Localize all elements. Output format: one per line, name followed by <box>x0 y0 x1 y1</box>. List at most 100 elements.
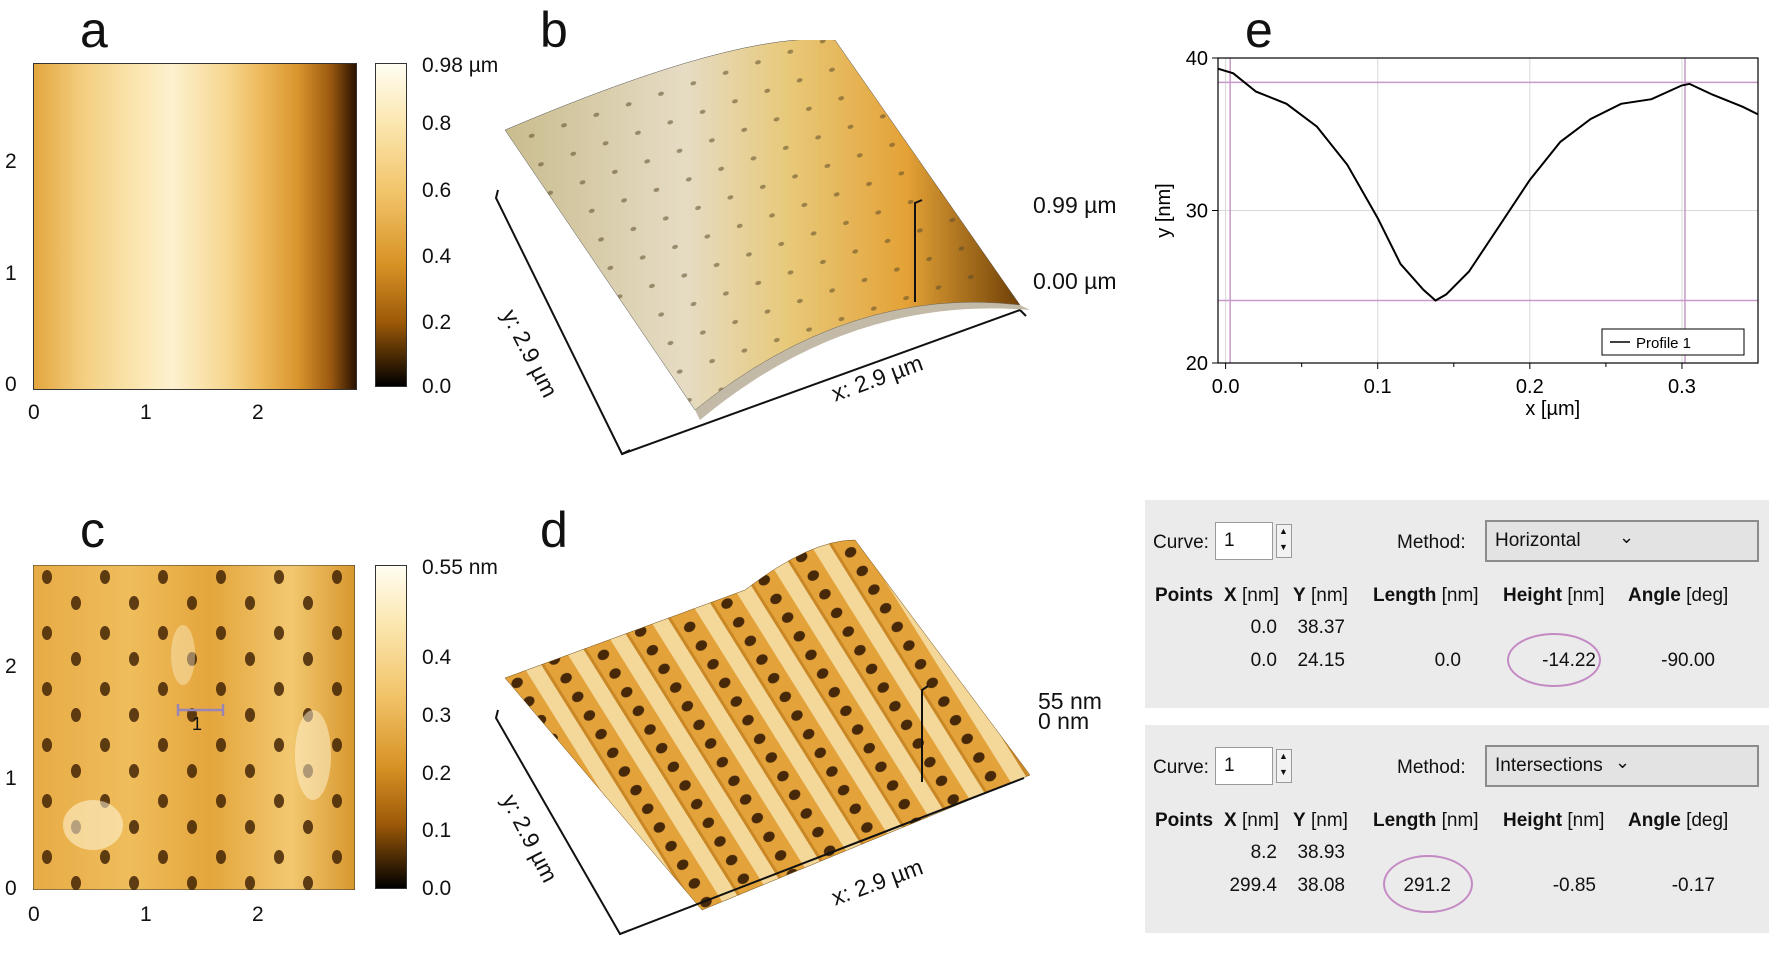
y-tick: 1 <box>5 262 17 285</box>
colorbar-tick: 0.0 <box>422 877 452 900</box>
col-header-height: Height [nm] <box>1503 585 1605 606</box>
cell-y: 38.93 <box>1297 842 1345 863</box>
method-select[interactable]: Intersections ⌄ <box>1485 745 1759 787</box>
col-header-x: X [nm] <box>1224 810 1279 831</box>
surface-3d-d <box>494 539 1031 936</box>
col-header-y: Y [nm] <box>1293 810 1348 831</box>
surface-3d-b <box>494 40 1030 456</box>
colorbar-tick: 0.6 <box>422 179 452 202</box>
curve-value: 1 <box>1224 530 1235 551</box>
panel-label-a: a <box>80 2 108 58</box>
y-tick: 0 <box>5 373 17 396</box>
profile-marker-label: 1 <box>192 714 203 734</box>
x-tick-label: 0.1 <box>1364 376 1392 398</box>
colorbar-tick: 0.4 <box>422 646 452 669</box>
method-label: Method: <box>1397 532 1466 553</box>
highlight-ring <box>1383 855 1473 913</box>
highlight-ring <box>1507 633 1601 687</box>
height-map-c <box>33 565 355 890</box>
col-header-angle: Angle [deg] <box>1628 810 1729 831</box>
cell-x: 0.0 <box>1250 617 1277 638</box>
cell-angle: -90.00 <box>1661 650 1715 671</box>
colorbar-a <box>375 63 407 387</box>
curve-spinner[interactable]: 1 <box>1215 747 1273 785</box>
y-tick: 2 <box>5 150 17 173</box>
colorbar-tick: 0.1 <box>422 819 452 842</box>
chevron-up-icon[interactable]: ▲ <box>1279 751 1288 761</box>
chevron-down-icon[interactable]: ▼ <box>1279 542 1288 552</box>
colorbar-tick: 0.2 <box>422 762 452 785</box>
col-header-x: X [nm] <box>1224 585 1279 606</box>
x-tick: 2 <box>252 903 264 926</box>
cell-length: 0.0 <box>1434 650 1461 671</box>
method-value: Intersections <box>1495 755 1603 776</box>
legend: Profile 1 <box>1601 328 1745 356</box>
colorbar-tick: 0.3 <box>422 704 452 727</box>
x-ticks: 0.0 0.1 0.2 0.3 <box>1212 363 1696 398</box>
y-tick: 1 <box>5 767 17 790</box>
y-axis-label: y [nm] <box>1153 183 1175 237</box>
cell-y: 24.15 <box>1297 650 1345 671</box>
colorbar-c <box>375 565 407 889</box>
y-ticks: 40 30 20 <box>1186 48 1218 375</box>
x-tick-label: 0.2 <box>1516 376 1544 398</box>
col-header-height: Height [nm] <box>1503 810 1605 831</box>
cell-y: 38.37 <box>1297 617 1345 638</box>
x-tick: 1 <box>140 903 152 926</box>
y-tick-label: 30 <box>1186 201 1208 223</box>
spinner-arrows[interactable]: ▲ ▼ <box>1276 524 1292 558</box>
panel-label-d: d <box>540 502 568 558</box>
legend-entry: Profile 1 <box>1636 335 1691 352</box>
col-header-points: Points <box>1155 810 1214 831</box>
chevron-down-icon[interactable]: ⌄ <box>1615 752 1631 772</box>
y-tick: 0 <box>5 877 17 900</box>
colorbar-tick: 0.4 <box>422 245 452 268</box>
z-axis-bottom: 0 nm <box>1038 708 1090 734</box>
measure-panel-intersections: Curve: 1 ▲ ▼ Method: Intersections ⌄ Poi… <box>1145 725 1769 933</box>
z-axis-top: 55 nm <box>1038 688 1102 714</box>
x-tick: 1 <box>140 401 152 424</box>
colorbar-tick: 0.55 nm <box>422 556 498 579</box>
col-header-points: Points <box>1155 585 1214 606</box>
colorbar-tick: 0.2 <box>422 311 452 334</box>
curve-label: Curve: <box>1153 757 1209 778</box>
method-select[interactable]: Horizontal ⌄ <box>1485 520 1759 562</box>
z-axis-top: 0.99 µm <box>1033 192 1117 218</box>
method-label: Method: <box>1397 757 1466 778</box>
measure-panel-horizontal: Curve: 1 ▲ ▼ Method: Horizontal ⌄ Points… <box>1145 500 1769 708</box>
chevron-up-icon[interactable]: ▲ <box>1279 526 1288 536</box>
method-value: Horizontal <box>1495 530 1581 551</box>
x-tick: 2 <box>252 401 264 424</box>
cell-x: 0.0 <box>1250 650 1277 671</box>
series-line-profile-1 <box>1217 67 1759 302</box>
chart-cursors <box>1218 58 1758 363</box>
curve-label: Curve: <box>1153 532 1209 553</box>
colorbar-tick: 0.0 <box>422 375 452 398</box>
col-header-length: Length [nm] <box>1373 585 1479 606</box>
profile-chart: 0.0 0.1 0.2 0.3 40 30 20 x [µm] y [nm] Profil… <box>1153 48 1759 420</box>
chevron-down-icon[interactable]: ▼ <box>1279 767 1288 777</box>
spinner-arrows[interactable]: ▲ ▼ <box>1276 749 1292 783</box>
chevron-down-icon[interactable]: ⌄ <box>1619 527 1635 547</box>
colorbar-tick: 0.8 <box>422 112 452 135</box>
y-tick: 2 <box>5 655 17 678</box>
height-map-a <box>33 63 357 390</box>
cell-x: 8.2 <box>1250 842 1277 863</box>
colorbar-tick: 0.98 µm <box>422 54 499 77</box>
z-axis-bottom: 0.00 µm <box>1033 268 1117 294</box>
col-header-y: Y [nm] <box>1293 585 1348 606</box>
col-header-angle: Angle [deg] <box>1628 585 1729 606</box>
panel-label-e: e <box>1245 2 1273 58</box>
x-axis-label: x [µm] <box>1525 398 1580 420</box>
y-tick-label: 20 <box>1186 353 1208 375</box>
curve-value: 1 <box>1224 755 1235 776</box>
cell-height: -0.85 <box>1552 875 1596 896</box>
x-tick-label: 0.0 <box>1212 376 1240 398</box>
curve-spinner[interactable]: 1 <box>1215 522 1273 560</box>
panel-label-c: c <box>80 502 105 558</box>
x-tick: 0 <box>28 401 40 424</box>
y-tick-label: 40 <box>1186 48 1208 70</box>
x-tick-label: 0.3 <box>1668 376 1696 398</box>
chart-grid <box>1218 57 1758 364</box>
cell-angle: -0.17 <box>1671 875 1715 896</box>
